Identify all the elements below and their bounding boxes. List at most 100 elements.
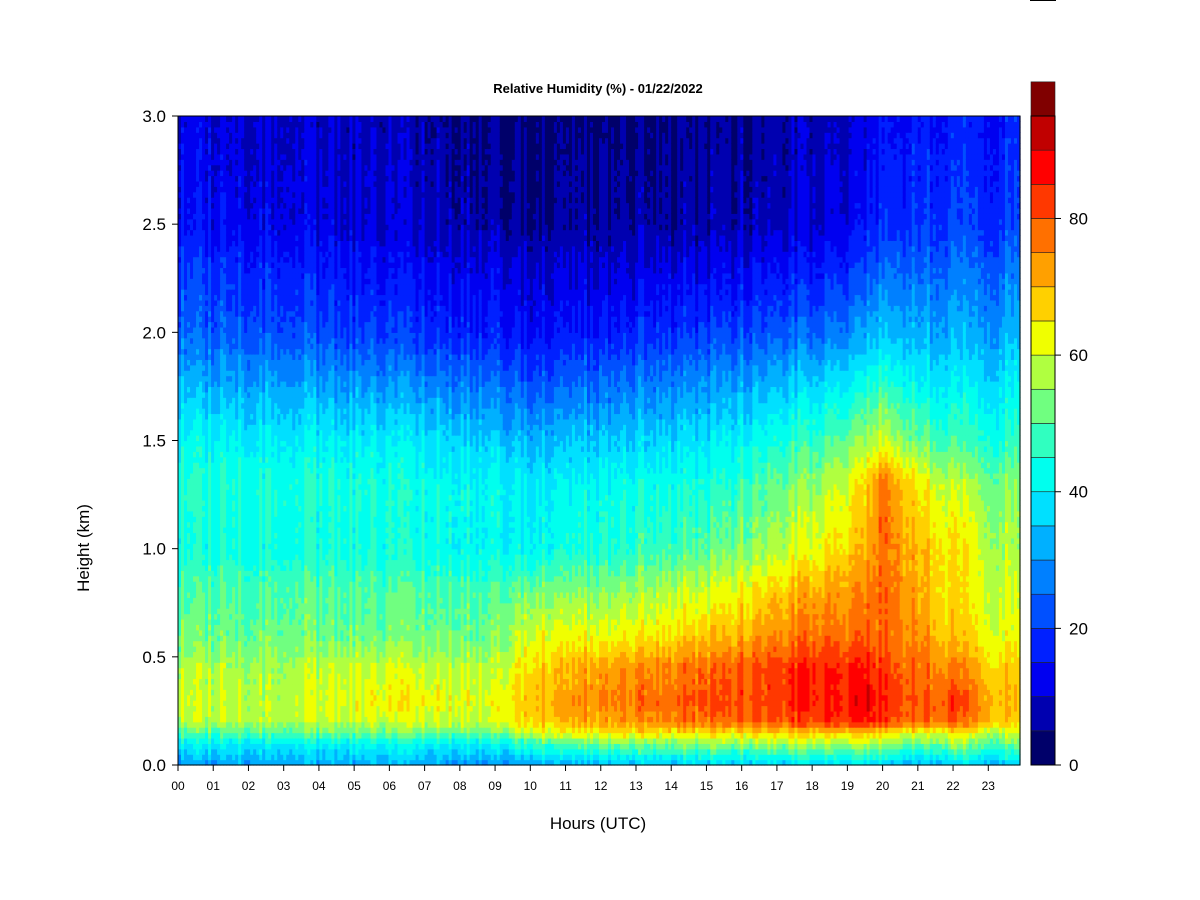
heatmap-cell [214,689,218,696]
heatmap-cell [199,391,203,398]
heatmap-cell [220,207,224,214]
heatmap-cell [244,278,248,285]
heatmap-cell [223,570,227,577]
heatmap-cell [208,321,212,328]
heatmap-cell [181,299,185,306]
heatmap-cell [232,462,236,469]
heatmap-cell [184,386,188,393]
heatmap-cell [187,737,191,744]
heatmap-cell [220,499,224,506]
heatmap-cell [208,489,212,496]
heatmap-cell [208,153,212,160]
heatmap-cell [217,559,221,566]
heatmap-cell [202,510,206,517]
heatmap-cell [214,126,218,133]
heatmap-cell [232,370,236,377]
heatmap-cell [196,608,200,615]
heatmap-cell [217,683,221,690]
heatmap-cell [187,229,191,236]
heatmap-cell [214,716,218,723]
heatmap-cell [190,375,194,382]
heatmap-cell [223,759,227,766]
heatmap-cell [235,272,239,279]
heatmap-cell [214,337,218,344]
heatmap-cell [211,597,215,604]
heatmap-cell [205,570,209,577]
heatmap-cell [205,456,209,463]
heatmap-cell [178,754,182,761]
heatmap-cell [214,245,218,252]
heatmap-cell [205,224,209,231]
heatmap-cell [199,559,203,566]
heatmap-cell [220,581,224,588]
heatmap-cell [223,608,227,615]
heatmap-cell [220,527,224,534]
heatmap-cell [199,467,203,474]
heatmap-cell [184,316,188,323]
heatmap-cell [223,591,227,598]
heatmap-cell [211,180,215,187]
heatmap-cell [238,597,242,604]
heatmap-cell [220,673,224,680]
heatmap-cell [214,721,218,728]
heatmap-cell [205,353,209,360]
heatmap-cell [238,132,242,139]
heatmap-cell [238,116,242,123]
heatmap-cell [205,180,209,187]
heatmap-cell [238,316,242,323]
heatmap-cell [202,348,206,355]
heatmap-cell [199,408,203,415]
heatmap-cell [214,375,218,382]
heatmap-cell [229,326,233,333]
heatmap-cell [181,283,185,290]
heatmap-cell [229,213,233,220]
heatmap-cell [202,710,206,717]
heatmap-cell [211,359,215,366]
heatmap-cell [187,646,191,653]
heatmap-cell [220,170,224,177]
heatmap-cell [193,197,197,204]
heatmap-cell [178,716,182,723]
heatmap-cell [196,164,200,171]
heatmap-cell [235,126,239,133]
heatmap-cell [214,186,218,193]
heatmap-cell [178,413,182,420]
heatmap-cell [217,305,221,312]
heatmap-cell [205,413,209,420]
heatmap-cell [229,462,233,469]
heatmap-cell [226,656,230,663]
heatmap-cell [178,559,182,566]
heatmap-cell [196,716,200,723]
heatmap-cell [184,732,188,739]
heatmap-cell [226,283,230,290]
heatmap-cell [193,408,197,415]
heatmap-cell [190,343,194,350]
heatmap-cell [217,678,221,685]
heatmap-cell [214,240,218,247]
heatmap-cell [226,510,230,517]
heatmap-cell [241,137,245,144]
heatmap-cell [229,381,233,388]
heatmap-cell [244,748,248,755]
heatmap-cell [193,164,197,171]
heatmap-cell [211,602,215,609]
heatmap-cell [178,267,182,274]
heatmap-cell [208,456,212,463]
heatmap-cell [199,673,203,680]
heatmap-cell [181,148,185,155]
heatmap-cell [184,132,188,139]
heatmap-cell [178,305,182,312]
heatmap-cell [223,229,227,236]
heatmap-cell [235,397,239,404]
heatmap-cell [205,137,209,144]
heatmap-cell [193,278,197,285]
heatmap-cell [217,727,221,734]
heatmap-cell [226,164,230,171]
heatmap-cell [184,543,188,550]
heatmap-cell [229,662,233,669]
heatmap-cell [214,505,218,512]
heatmap-cell [241,402,245,409]
heatmap-cell [184,332,188,339]
heatmap-cell [190,256,194,263]
heatmap-cell [184,597,188,604]
